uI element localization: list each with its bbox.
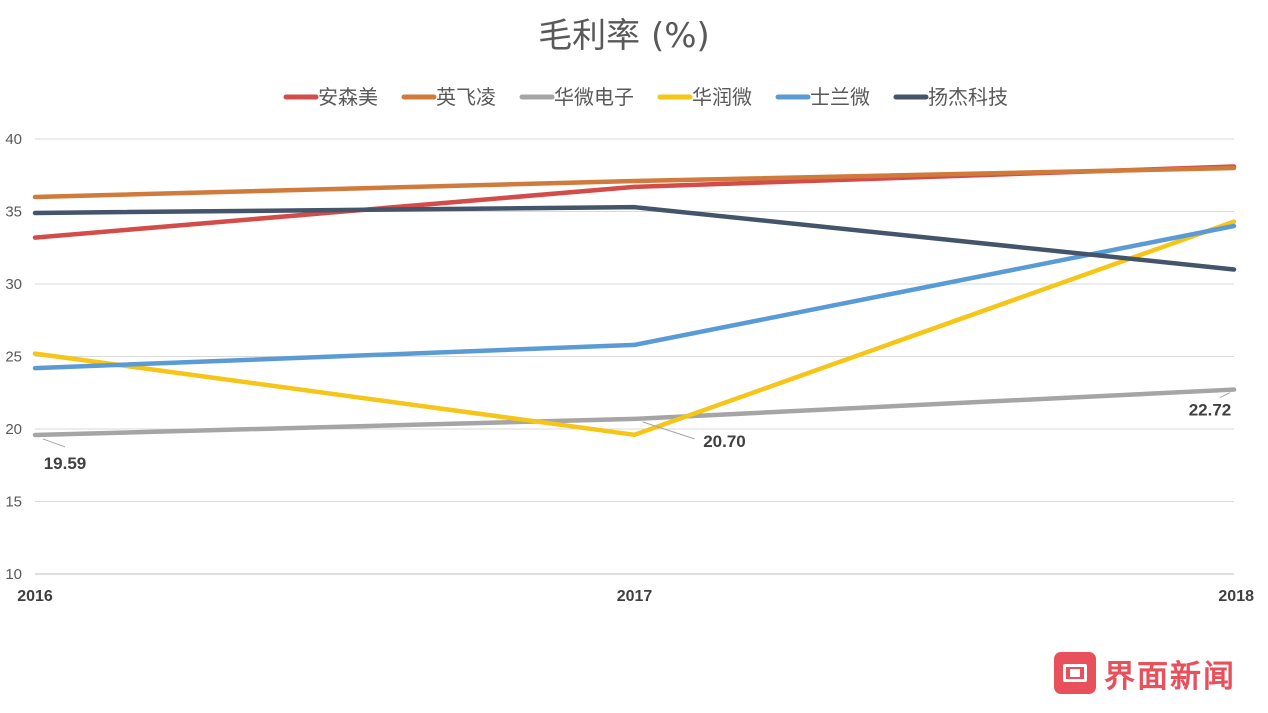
legend-label: 士兰微: [810, 85, 870, 109]
brand-name: 界面新闻: [1104, 658, 1236, 695]
legend-item: 安森美: [283, 85, 378, 109]
legend-item: 士兰微: [775, 85, 870, 109]
chart-legend: 安森美 英飞凌 华微电子 华润微 士兰微 扬杰科技: [283, 85, 1008, 109]
gridlines: [35, 138, 1234, 575]
y-tick-label: 30: [5, 276, 22, 293]
data-label: 19.59: [44, 454, 87, 473]
data-label-leader: [1219, 392, 1231, 399]
data-label-leader: [642, 421, 695, 440]
x-axis: 2016 2017 2018: [17, 588, 1254, 605]
series-line-3: [32, 219, 1237, 438]
legend-item: 华润微: [657, 85, 752, 109]
series-line-4: [32, 223, 1237, 371]
y-tick-label: 15: [5, 494, 22, 511]
y-tick-label: 40: [5, 131, 22, 148]
brand-icon: [1054, 652, 1096, 694]
data-label-leader: [42, 438, 66, 448]
y-axis: 10 15 20 25 30 35 40: [5, 131, 22, 583]
legend-item: 扬杰科技: [893, 85, 1008, 109]
legend-label: 华微电子: [554, 85, 634, 109]
x-tick-label: 2017: [617, 588, 653, 605]
series-lines: [32, 164, 1237, 438]
legend-item: 华微电子: [519, 85, 634, 109]
series-line-1: [32, 165, 1237, 200]
legend-label: 华润微: [692, 85, 752, 109]
series-line-2: [32, 387, 1237, 438]
y-tick-label: 25: [5, 349, 22, 366]
y-tick-label: 20: [5, 421, 22, 438]
series-line-0: [32, 164, 1237, 240]
x-tick-label: 2018: [1218, 588, 1254, 605]
y-tick-label: 10: [5, 566, 22, 583]
data-label: 20.70: [703, 432, 746, 451]
legend-item: 英飞凌: [401, 85, 496, 109]
legend-label: 扬杰科技: [928, 85, 1008, 109]
x-tick-label: 2016: [17, 588, 53, 605]
data-labels: 19.59 20.70 22.72: [42, 392, 1232, 473]
data-label: 22.72: [1189, 401, 1232, 420]
chart-title: 毛利率 (%): [538, 16, 710, 56]
legend-label: 安森美: [318, 85, 378, 109]
y-tick-label: 35: [5, 204, 22, 221]
series-line-5: [32, 204, 1237, 272]
brand-logo: 界面新闻: [1054, 652, 1236, 695]
legend-label: 英飞凌: [436, 85, 496, 109]
